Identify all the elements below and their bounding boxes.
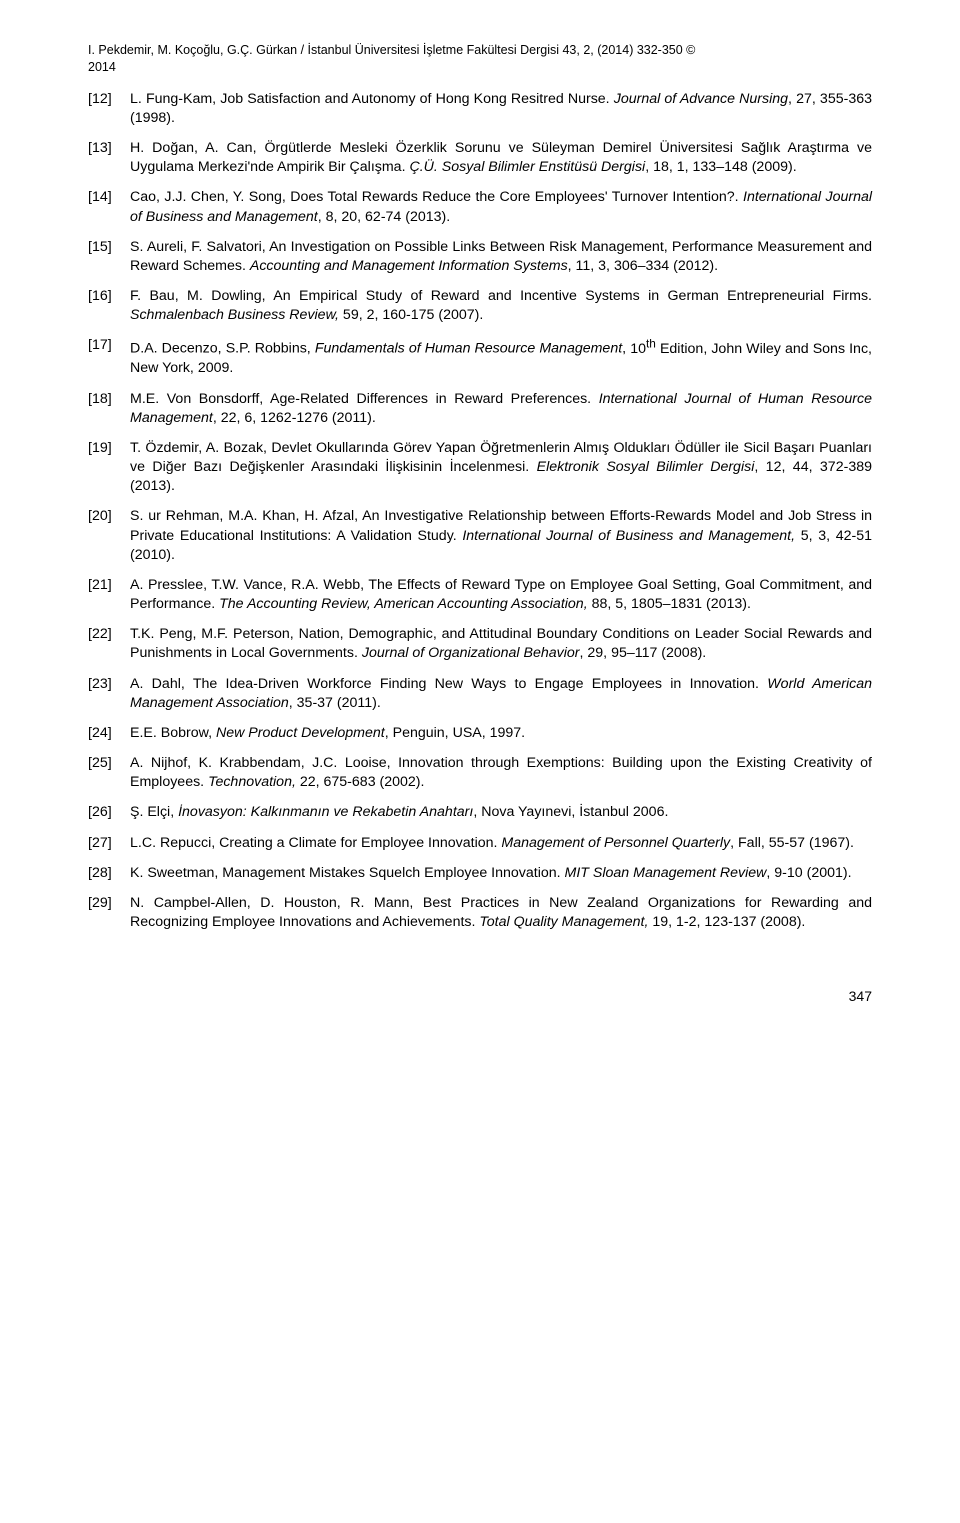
references-list: [12]L. Fung-Kam, Job Satisfaction and Au… (88, 90, 872, 933)
reference-italic: Accounting and Management Information Sy… (250, 258, 568, 274)
header-line-1: I. Pekdemir, M. Koçoğlu, G.Ç. Gürkan / İ… (88, 43, 695, 57)
header-line-2: 2014 (88, 60, 116, 74)
reference-text-pre: Ş. Elçi, (130, 804, 178, 820)
reference-number: [12] (88, 90, 130, 128)
reference-item: [12]L. Fung-Kam, Job Satisfaction and Au… (88, 90, 872, 128)
reference-text-post: , 8, 20, 62-74 (2013). (318, 209, 451, 225)
reference-text-post: , 18, 1, 133–148 (2009). (645, 159, 796, 175)
reference-text-post: , Penguin, USA, 1997. (385, 725, 525, 741)
reference-text-post: , Nova Yayınevi, İstanbul 2006. (473, 804, 668, 820)
reference-number: [23] (88, 675, 130, 713)
reference-body: M.E. Von Bonsdorff, Age-Related Differen… (130, 390, 872, 428)
reference-number: [14] (88, 188, 130, 226)
reference-body: A. Dahl, The Idea-Driven Workforce Findi… (130, 675, 872, 713)
reference-item: [15]S. Aureli, F. Salvatori, An Investig… (88, 238, 872, 276)
reference-italic: New Product Development (216, 725, 385, 741)
reference-body: N. Campbel-Allen, D. Houston, R. Mann, B… (130, 894, 872, 932)
reference-text-pre: Cao, J.J. Chen, Y. Song, Does Total Rewa… (130, 189, 743, 205)
reference-text-post: , 22, 6, 1262-1276 (2011). (213, 410, 376, 426)
reference-number: [21] (88, 576, 130, 614)
reference-text-post: 59, 2, 160-175 (2007). (339, 307, 483, 323)
reference-number: [20] (88, 507, 130, 565)
reference-text-post: , Fall, 55-57 (1967). (730, 835, 854, 851)
reference-text-post: 19, 1-2, 123-137 (2008). (648, 914, 805, 930)
reference-italic: Ç.Ü. Sosyal Bilimler Enstitüsü Dergisi (409, 159, 645, 175)
reference-italic: Technovation, (208, 774, 296, 790)
reference-item: [19]T. Özdemir, A. Bozak, Devlet Okullar… (88, 439, 872, 497)
reference-item: [21]A. Presslee, T.W. Vance, R.A. Webb, … (88, 576, 872, 614)
reference-italic: Elektronik Sosyal Bilimler Dergisi (537, 459, 755, 475)
reference-text-post: , 9-10 (2001). (766, 865, 851, 881)
reference-italic: Journal of Advance Nursing (614, 91, 788, 107)
reference-item: [14]Cao, J.J. Chen, Y. Song, Does Total … (88, 188, 872, 226)
reference-body: H. Doğan, A. Can, Örgütlerde Mesleki Öze… (130, 139, 872, 177)
reference-italic: International Journal of Business and Ma… (462, 528, 795, 544)
reference-italic: Management of Personnel Quarterly (501, 835, 730, 851)
reference-number: [27] (88, 834, 130, 853)
reference-item: [23]A. Dahl, The Idea-Driven Workforce F… (88, 675, 872, 713)
reference-body: Cao, J.J. Chen, Y. Song, Does Total Rewa… (130, 188, 872, 226)
reference-body: A. Presslee, T.W. Vance, R.A. Webb, The … (130, 576, 872, 614)
reference-number: [13] (88, 139, 130, 177)
reference-italic: Fundamentals of Human Resource Managemen… (315, 341, 622, 357)
reference-text-pre: M.E. Von Bonsdorff, Age-Related Differen… (130, 391, 599, 407)
reference-text-pre: F. Bau, M. Dowling, An Empirical Study o… (130, 288, 872, 304)
reference-text-pre: K. Sweetman, Management Mistakes Squelch… (130, 865, 565, 881)
reference-body: F. Bau, M. Dowling, An Empirical Study o… (130, 287, 872, 325)
reference-item: [18]M.E. Von Bonsdorff, Age-Related Diff… (88, 390, 872, 428)
reference-item: [27]L.C. Repucci, Creating a Climate for… (88, 834, 872, 853)
reference-text-post: 22, 675-683 (2002). (296, 774, 425, 790)
reference-item: [28]K. Sweetman, Management Mistakes Squ… (88, 864, 872, 883)
reference-number: [22] (88, 625, 130, 663)
reference-item: [22]T.K. Peng, M.F. Peterson, Nation, De… (88, 625, 872, 663)
reference-body: S. Aureli, F. Salvatori, An Investigatio… (130, 238, 872, 276)
reference-text-post: , 35-37 (2011). (289, 695, 381, 711)
reference-item: [20]S. ur Rehman, M.A. Khan, H. Afzal, A… (88, 507, 872, 565)
reference-text-pre: D.A. Decenzo, S.P. Robbins, (130, 341, 315, 357)
reference-number: [24] (88, 724, 130, 743)
reference-number: [28] (88, 864, 130, 883)
reference-number: [29] (88, 894, 130, 932)
reference-body: D.A. Decenzo, S.P. Robbins, Fundamentals… (130, 336, 872, 378)
reference-number: [18] (88, 390, 130, 428)
reference-item: [24]E.E. Bobrow, New Product Development… (88, 724, 872, 743)
reference-text-pre: L.C. Repucci, Creating a Climate for Emp… (130, 835, 501, 851)
reference-body: Ş. Elçi, İnovasyon: Kalkınmanın ve Rekab… (130, 803, 872, 822)
reference-item: [25]A. Nijhof, K. Krabbendam, J.C. Loois… (88, 754, 872, 792)
reference-italic: Journal of Organizational Behavior (362, 645, 580, 661)
reference-text-pre: L. Fung-Kam, Job Satisfaction and Autono… (130, 91, 614, 107)
reference-item: [16]F. Bau, M. Dowling, An Empirical Stu… (88, 287, 872, 325)
reference-italic: Schmalenbach Business Review, (130, 307, 339, 323)
reference-text-post: , 29, 95–117 (2008). (580, 645, 707, 661)
reference-body: L. Fung-Kam, Job Satisfaction and Autono… (130, 90, 872, 128)
reference-item: [26]Ş. Elçi, İnovasyon: Kalkınmanın ve R… (88, 803, 872, 822)
reference-italic: MIT Sloan Management Review (565, 865, 767, 881)
reference-body: E.E. Bobrow, New Product Development, Pe… (130, 724, 872, 743)
reference-text-pre: E.E. Bobrow, (130, 725, 216, 741)
reference-text-post: , 11, 3, 306–334 (2012). (568, 258, 718, 274)
reference-body: S. ur Rehman, M.A. Khan, H. Afzal, An In… (130, 507, 872, 565)
reference-number: [15] (88, 238, 130, 276)
reference-number: [25] (88, 754, 130, 792)
reference-item: [29]N. Campbel-Allen, D. Houston, R. Man… (88, 894, 872, 932)
reference-body: L.C. Repucci, Creating a Climate for Emp… (130, 834, 872, 853)
reference-text-post: 88, 5, 1805–1831 (2013). (588, 596, 751, 612)
running-header: I. Pekdemir, M. Koçoğlu, G.Ç. Gürkan / İ… (88, 42, 872, 76)
reference-italic: İnovasyon: Kalkınmanın ve Rekabetin Anah… (178, 804, 473, 820)
page-number: 347 (88, 988, 872, 1004)
reference-italic: The Accounting Review, American Accounti… (219, 596, 588, 612)
reference-body: K. Sweetman, Management Mistakes Squelch… (130, 864, 872, 883)
reference-number: [17] (88, 336, 130, 378)
reference-italic: Total Quality Management, (479, 914, 648, 930)
reference-body: A. Nijhof, K. Krabbendam, J.C. Looise, I… (130, 754, 872, 792)
reference-number: [16] (88, 287, 130, 325)
reference-item: [13]H. Doğan, A. Can, Örgütlerde Mesleki… (88, 139, 872, 177)
reference-number: [26] (88, 803, 130, 822)
reference-number: [19] (88, 439, 130, 497)
reference-item: [17]D.A. Decenzo, S.P. Robbins, Fundamen… (88, 336, 872, 378)
reference-body: T. Özdemir, A. Bozak, Devlet Okullarında… (130, 439, 872, 497)
reference-body: T.K. Peng, M.F. Peterson, Nation, Demogr… (130, 625, 872, 663)
reference-text-pre: A. Dahl, The Idea-Driven Workforce Findi… (130, 676, 767, 692)
